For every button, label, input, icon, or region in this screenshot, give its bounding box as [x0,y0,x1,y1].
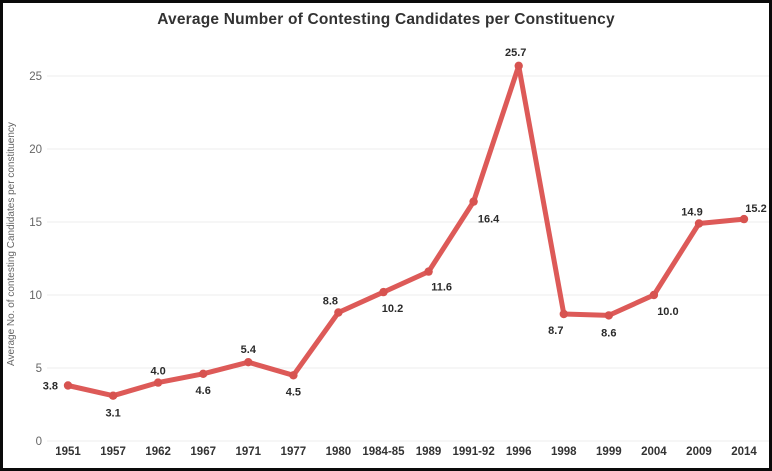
point-label: 25.7 [505,47,526,59]
point-label: 14.9 [681,207,702,219]
y-tick-label: 10 [29,290,42,302]
y-tick-label: 15 [29,217,42,229]
point-label: 8.6 [601,327,616,339]
point-label: 4.6 [196,385,211,397]
point-marker [424,267,433,276]
point-marker [469,197,478,206]
x-tick-label: 1999 [596,446,622,458]
point-marker [199,369,208,378]
point-label: 10.0 [657,306,678,318]
series-line [65,63,747,399]
point-label: 3.8 [43,381,58,393]
point-marker [153,378,163,387]
x-tick-label: 1989 [416,446,442,458]
x-tick-label: 1977 [281,446,307,458]
chart-title: Average Number of Contesting Candidates … [157,11,615,28]
y-tick-label: 25 [29,71,42,83]
point-marker [63,381,73,390]
point-label: 8.7 [548,325,563,337]
x-tick-label: 1991-92 [453,446,495,458]
x-tick-label: 1957 [100,446,126,458]
x-tick-label: 1980 [326,446,352,458]
point-marker [559,309,568,319]
point-label: 4.5 [286,386,301,398]
x-tick-label: 1951 [55,446,81,458]
point-label: 4.0 [150,366,165,378]
x-tick-label: 1996 [506,446,532,458]
x-tick-label: 1971 [235,446,261,458]
x-tick-label: 1998 [551,446,577,458]
point-label: 16.4 [478,214,500,226]
x-tick-label: 1962 [145,446,171,458]
y-tick-label: 5 [36,363,42,375]
y-tick-labels: 0 5 10 15 20 25 [29,71,42,448]
point-label: 15.2 [745,203,766,215]
point-label: 10.2 [382,303,403,315]
point-marker [739,214,749,224]
point-marker [334,308,343,317]
point-markers [63,61,749,400]
x-tick-label: 2014 [731,446,757,458]
point-marker [604,311,613,320]
point-marker [649,290,659,300]
point-marker [244,358,253,367]
y-tick-label: 20 [29,144,42,156]
x-tick-label: 1984-85 [362,446,405,458]
x-tick-label: 2009 [686,446,712,458]
point-labels: 3.8 3.1 4.0 4.6 5.4 4.5 8.8 10.2 11.6 16.4 25.7 8.7… [43,47,767,420]
x-tick-label: 1967 [190,446,216,458]
point-label: 5.4 [241,344,257,356]
point-label: 11.6 [431,282,452,294]
x-tick-label: 2004 [641,446,667,458]
point-marker [108,391,118,400]
point-label: 8.8 [323,296,338,308]
x-tick-labels: 1951 1957 1962 1967 1971 1977 1980 1984-85 1989 1… [55,446,757,458]
y-tick-label: 0 [36,436,42,448]
point-marker [514,61,523,70]
point-label: 3.1 [105,408,120,420]
point-marker [694,219,704,228]
point-marker [289,371,298,380]
gridlines [47,75,769,442]
point-marker [379,287,388,297]
